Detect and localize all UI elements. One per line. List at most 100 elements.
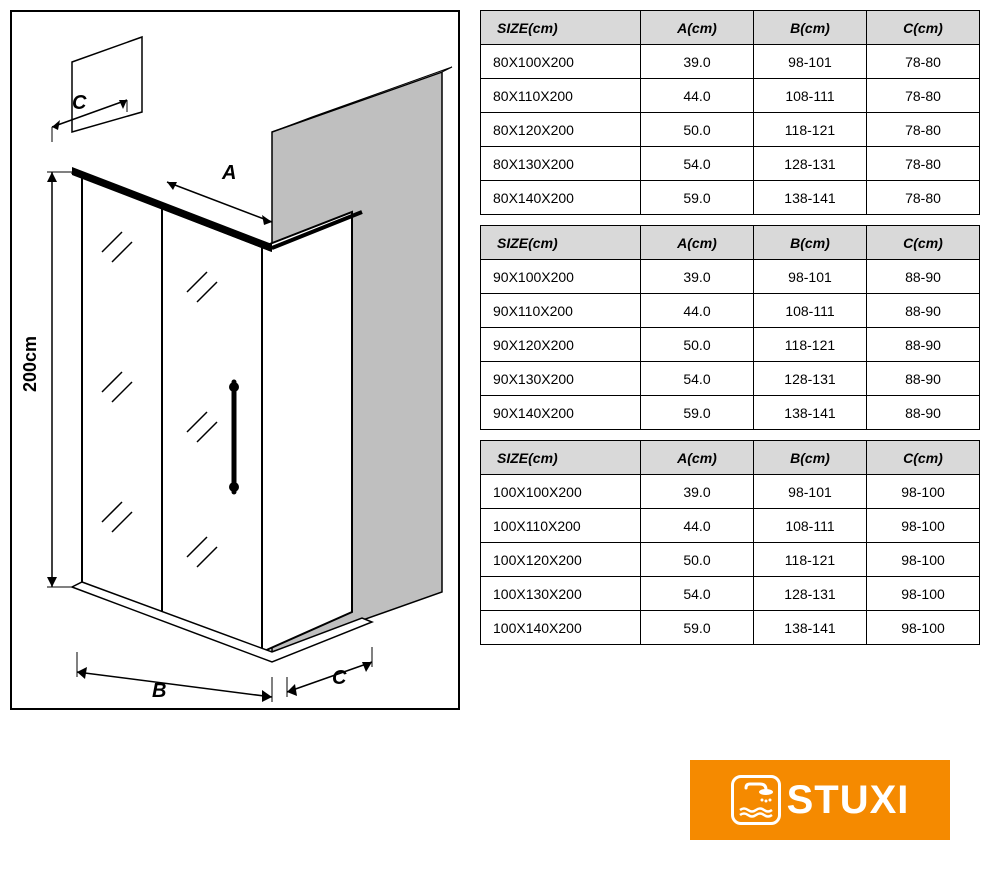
cell-c: 98-100 xyxy=(866,577,979,611)
cell-c: 78-80 xyxy=(866,181,979,215)
cell-size: 80X130X200 xyxy=(481,147,641,181)
cell-size: 90X110X200 xyxy=(481,294,641,328)
cell-b: 98-101 xyxy=(753,475,866,509)
cell-c: 88-90 xyxy=(866,294,979,328)
cell-b: 98-101 xyxy=(753,260,866,294)
table-row: 100X130X20054.0128-13198-100 xyxy=(481,577,980,611)
table-row: 100X100X20039.098-10198-100 xyxy=(481,475,980,509)
col-header-c: C(cm) xyxy=(866,226,979,260)
cell-size: 80X140X200 xyxy=(481,181,641,215)
cell-b: 118-121 xyxy=(753,113,866,147)
cell-b: 138-141 xyxy=(753,181,866,215)
cell-size: 90X130X200 xyxy=(481,362,641,396)
cell-b: 138-141 xyxy=(753,396,866,430)
cell-size: 80X120X200 xyxy=(481,113,641,147)
cell-c: 78-80 xyxy=(866,45,979,79)
brand-logo-text: STUXI xyxy=(787,778,910,823)
shower-enclosure-diagram xyxy=(12,12,462,712)
cell-b: 128-131 xyxy=(753,147,866,181)
tables-panel: SIZE(cm)A(cm)B(cm)C(cm)80X100X20039.098-… xyxy=(480,10,980,710)
cell-b: 118-121 xyxy=(753,328,866,362)
table-row: 80X140X20059.0138-14178-80 xyxy=(481,181,980,215)
cell-b: 128-131 xyxy=(753,577,866,611)
cell-c: 98-100 xyxy=(866,475,979,509)
cell-c: 88-90 xyxy=(866,396,979,430)
cell-c: 88-90 xyxy=(866,260,979,294)
cell-size: 90X140X200 xyxy=(481,396,641,430)
cell-size: 80X100X200 xyxy=(481,45,641,79)
cell-b: 108-111 xyxy=(753,294,866,328)
cell-b: 108-111 xyxy=(753,509,866,543)
brand-logo: STUXI xyxy=(690,760,950,840)
table-row: 90X100X20039.098-10188-90 xyxy=(481,260,980,294)
col-header-c: C(cm) xyxy=(866,441,979,475)
table-row: 80X100X20039.098-10178-80 xyxy=(481,45,980,79)
col-header-size: SIZE(cm) xyxy=(481,441,641,475)
cell-size: 90X120X200 xyxy=(481,328,641,362)
cell-b: 128-131 xyxy=(753,362,866,396)
cell-a: 54.0 xyxy=(641,577,754,611)
cell-size: 100X130X200 xyxy=(481,577,641,611)
table-row: 80X130X20054.0128-13178-80 xyxy=(481,147,980,181)
table-row: 100X120X20050.0118-12198-100 xyxy=(481,543,980,577)
cell-size: 100X140X200 xyxy=(481,611,641,645)
dim-label-c-bottom: C xyxy=(332,667,346,690)
cell-c: 78-80 xyxy=(866,113,979,147)
diagram-panel: C A B C 200cm xyxy=(10,10,460,710)
cell-c: 88-90 xyxy=(866,362,979,396)
col-header-c: C(cm) xyxy=(866,11,979,45)
table-row: 90X120X20050.0118-12188-90 xyxy=(481,328,980,362)
cell-b: 98-101 xyxy=(753,45,866,79)
cell-a: 44.0 xyxy=(641,509,754,543)
dim-label-c-top: C xyxy=(72,92,86,115)
size-table-2: SIZE(cm)A(cm)B(cm)C(cm)100X100X20039.098… xyxy=(480,440,980,645)
cell-a: 54.0 xyxy=(641,362,754,396)
table-row: 80X120X20050.0118-12178-80 xyxy=(481,113,980,147)
table-row: 80X110X20044.0108-11178-80 xyxy=(481,79,980,113)
cell-a: 44.0 xyxy=(641,79,754,113)
cell-b: 138-141 xyxy=(753,611,866,645)
col-header-a: A(cm) xyxy=(641,226,754,260)
col-header-b: B(cm) xyxy=(753,226,866,260)
cell-c: 98-100 xyxy=(866,611,979,645)
table-row: 100X110X20044.0108-11198-100 xyxy=(481,509,980,543)
table-row: 90X130X20054.0128-13188-90 xyxy=(481,362,980,396)
cell-size: 100X100X200 xyxy=(481,475,641,509)
col-header-b: B(cm) xyxy=(753,441,866,475)
cell-size: 80X110X200 xyxy=(481,79,641,113)
cell-a: 59.0 xyxy=(641,181,754,215)
cell-a: 54.0 xyxy=(641,147,754,181)
dim-label-a: A xyxy=(222,162,236,185)
cell-a: 59.0 xyxy=(641,611,754,645)
cell-c: 78-80 xyxy=(866,79,979,113)
cell-c: 98-100 xyxy=(866,509,979,543)
cell-c: 98-100 xyxy=(866,543,979,577)
col-header-size: SIZE(cm) xyxy=(481,226,641,260)
cell-size: 90X100X200 xyxy=(481,260,641,294)
dim-label-b: B xyxy=(152,680,166,703)
cell-size: 100X120X200 xyxy=(481,543,641,577)
shower-icon xyxy=(731,775,781,825)
cell-b: 118-121 xyxy=(753,543,866,577)
cell-a: 39.0 xyxy=(641,260,754,294)
col-header-a: A(cm) xyxy=(641,11,754,45)
table-row: 100X140X20059.0138-14198-100 xyxy=(481,611,980,645)
table-row: 90X140X20059.0138-14188-90 xyxy=(481,396,980,430)
cell-b: 108-111 xyxy=(753,79,866,113)
cell-a: 50.0 xyxy=(641,543,754,577)
cell-a: 50.0 xyxy=(641,328,754,362)
cell-size: 100X110X200 xyxy=(481,509,641,543)
table-row: 90X110X20044.0108-11188-90 xyxy=(481,294,980,328)
cell-c: 78-80 xyxy=(866,147,979,181)
cell-a: 39.0 xyxy=(641,45,754,79)
cell-a: 50.0 xyxy=(641,113,754,147)
col-header-size: SIZE(cm) xyxy=(481,11,641,45)
size-table-0: SIZE(cm)A(cm)B(cm)C(cm)80X100X20039.098-… xyxy=(480,10,980,215)
cell-c: 88-90 xyxy=(866,328,979,362)
cell-a: 59.0 xyxy=(641,396,754,430)
col-header-b: B(cm) xyxy=(753,11,866,45)
size-table-1: SIZE(cm)A(cm)B(cm)C(cm)90X100X20039.098-… xyxy=(480,225,980,430)
height-label: 200cm xyxy=(20,336,41,392)
col-header-a: A(cm) xyxy=(641,441,754,475)
cell-a: 44.0 xyxy=(641,294,754,328)
